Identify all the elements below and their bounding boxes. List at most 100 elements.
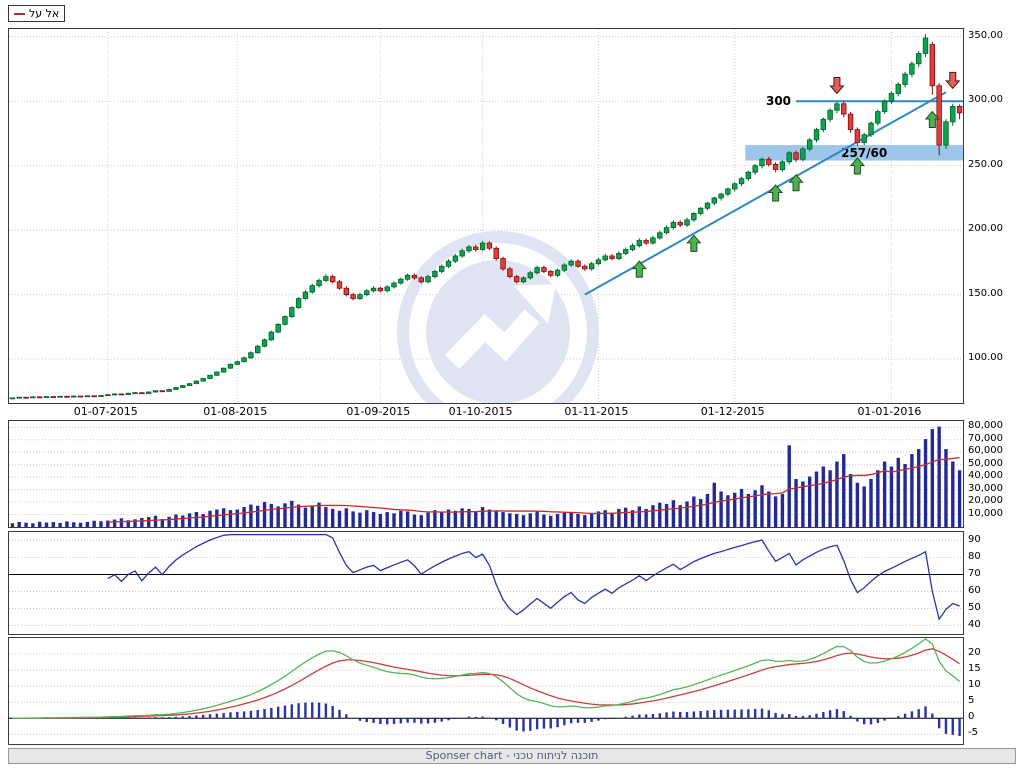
macd-histogram-bar <box>345 714 348 719</box>
candle <box>302 291 309 299</box>
volume-chart[interactable] <box>9 421 963 527</box>
macd-histogram-bar <box>311 702 314 719</box>
macd-histogram-bar <box>133 717 137 719</box>
candle <box>207 374 213 379</box>
candle <box>166 389 172 392</box>
macd-histogram-bar <box>713 710 716 719</box>
macd-histogram-bar <box>549 718 552 729</box>
candle <box>513 276 520 283</box>
macd-histogram-bar <box>610 718 614 719</box>
macd-histogram-bar <box>495 718 498 721</box>
candle <box>595 259 602 265</box>
price-chart-panel[interactable]: 257/60 300 <box>8 28 964 404</box>
volume-bar <box>569 512 573 527</box>
candle <box>813 129 820 141</box>
price-tick-label: 250.00 <box>968 158 1003 170</box>
rsi-tick-label: 50 <box>968 601 981 613</box>
volume-bar <box>65 521 69 527</box>
candle <box>479 242 486 250</box>
volume-bar <box>187 513 192 527</box>
candle <box>507 268 513 278</box>
volume-bar <box>337 510 342 527</box>
date-tick-label: 01-11-2015 <box>564 405 629 418</box>
candle <box>922 37 929 54</box>
volume-bar <box>753 490 757 527</box>
candle <box>582 265 588 270</box>
macd-histogram-bar <box>426 718 430 724</box>
candle <box>766 158 772 165</box>
candle <box>391 282 397 288</box>
candle <box>616 252 622 259</box>
candlestick-chart[interactable]: 257/60 300 <box>9 29 963 403</box>
macd-histogram-bar <box>222 712 225 719</box>
volume-bar <box>31 523 35 527</box>
volume-bar <box>780 493 785 527</box>
candle <box>902 73 908 85</box>
volume-bar <box>119 518 124 527</box>
volume-panel[interactable] <box>8 420 964 528</box>
volume-bar <box>862 486 866 527</box>
candle <box>50 396 56 398</box>
volume-bar <box>160 519 165 527</box>
macd-histogram-bar <box>208 714 212 719</box>
volume-bar <box>426 512 430 527</box>
macd-histogram-bar <box>951 718 954 735</box>
macd-chart[interactable] <box>9 638 963 744</box>
volume-bar <box>664 503 669 527</box>
macd-histogram-bar <box>801 715 805 719</box>
candle <box>16 396 22 399</box>
macd-histogram-bar <box>413 718 416 723</box>
macd-histogram-bar <box>120 717 123 719</box>
macd-histogram-bar <box>324 703 328 719</box>
volume-bar <box>610 512 614 527</box>
macd-histogram-bar <box>188 715 191 719</box>
candle <box>493 247 499 259</box>
candle <box>588 263 595 270</box>
macd-histogram-bar <box>740 709 743 719</box>
rsi-panel[interactable] <box>8 531 964 635</box>
macd-histogram-bar <box>753 708 757 719</box>
candle <box>445 260 452 267</box>
volume-bar <box>106 520 110 527</box>
volume-bar <box>378 513 383 527</box>
volume-bar <box>910 454 914 527</box>
candle <box>950 105 956 123</box>
macd-histogram-bar <box>242 711 246 719</box>
macd-line <box>12 638 961 719</box>
candle <box>36 396 43 399</box>
candle <box>527 272 533 279</box>
macd-histogram-bar <box>910 711 914 719</box>
volume-tick-label: 60,000 <box>968 445 1003 457</box>
volume-bar <box>583 515 587 527</box>
volume-bar <box>876 470 880 527</box>
candle <box>98 395 104 397</box>
candle <box>241 357 247 363</box>
candle <box>486 242 493 249</box>
candle <box>861 134 867 143</box>
macd-histogram-bar <box>140 717 144 719</box>
volume-tick-label: 70,000 <box>968 432 1003 444</box>
rsi-chart[interactable] <box>9 532 963 634</box>
volume-bar <box>256 505 260 527</box>
macd-histogram-bar <box>297 703 300 719</box>
volume-bar <box>330 508 335 527</box>
candle <box>684 219 690 226</box>
volume-bar <box>365 510 369 527</box>
macd-histogram-bar <box>672 711 675 719</box>
macd-histogram-bar <box>862 718 866 725</box>
volume-bar <box>821 466 826 527</box>
candle <box>323 276 329 281</box>
candle <box>404 274 411 280</box>
macd-histogram-bar <box>290 704 293 719</box>
macd-tick-label: 0 <box>968 711 975 723</box>
volume-bar <box>917 449 921 527</box>
macd-panel[interactable] <box>8 637 964 745</box>
volume-bar <box>112 519 117 527</box>
volume-bar <box>951 461 955 527</box>
macd-histogram-bar <box>828 710 832 719</box>
symbol-legend[interactable]: אל על <box>8 5 66 22</box>
rsi-tick-label: 90 <box>968 533 981 545</box>
volume-bar <box>92 520 96 527</box>
candle <box>125 392 131 395</box>
volume-bar <box>24 522 28 527</box>
